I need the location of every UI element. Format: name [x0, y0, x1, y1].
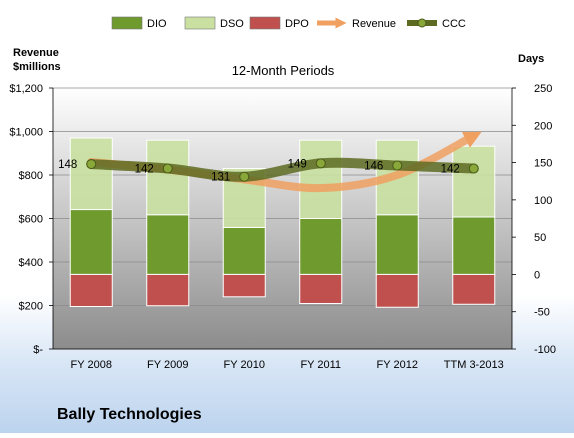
left-tick-label: $-	[33, 344, 43, 356]
left-tick-label: $600	[19, 214, 43, 226]
x-tick-label: FY 2008	[71, 359, 112, 371]
legend-swatch-dpo	[249, 16, 281, 30]
ccc-point	[392, 160, 403, 171]
bar-dpo	[452, 273, 496, 305]
x-tick-label: FY 2010	[224, 359, 265, 371]
x-tick-label: FY 2009	[147, 359, 188, 371]
bar-dso	[299, 139, 343, 219]
bar-dio	[146, 214, 190, 275]
left-tick-label: $200	[19, 301, 43, 313]
left-axis-title: Revenue	[13, 47, 59, 59]
bar-dpo	[69, 273, 113, 307]
legend-swatch-dso	[184, 16, 216, 30]
ccc-point	[239, 171, 250, 182]
bar-dio	[222, 226, 266, 275]
legend-label: CCC	[442, 18, 466, 30]
right-tick-label: 100	[534, 195, 552, 207]
bar-dio	[375, 214, 419, 275]
right-tick-label: 50	[534, 232, 546, 244]
right-tick-label: -100	[534, 344, 556, 356]
ccc-data-label: 142	[441, 164, 460, 176]
right-tick-label: 200	[534, 120, 552, 132]
legend-marker-ccc	[417, 18, 427, 28]
ccc-data-label: 146	[364, 161, 383, 173]
bar-dso	[146, 139, 190, 216]
ccc-line	[86, 157, 479, 182]
ccc-data-label: 142	[135, 164, 154, 176]
bar-dio	[299, 218, 343, 275]
left-tick-label: $800	[19, 170, 43, 182]
bar-dpo	[146, 273, 190, 307]
x-tick-label: TTM 3-2013	[444, 359, 504, 371]
left-tick-label: $400	[19, 257, 43, 269]
right-tick-label: 0	[534, 269, 540, 281]
ccc-point	[162, 163, 173, 174]
ccc-point	[468, 163, 479, 174]
bar-dpo	[299, 273, 343, 305]
right-axis-title: Days	[518, 53, 544, 65]
right-tick-label: 150	[534, 158, 552, 170]
ccc-data-label: 131	[211, 172, 230, 184]
bar-dpo	[375, 273, 419, 308]
ccc-data-label: 148	[58, 159, 77, 171]
bar-dio	[69, 209, 113, 275]
bar-dso	[452, 145, 496, 218]
legend-label: Revenue	[352, 18, 396, 30]
x-tick-label: FY 2012	[377, 359, 418, 371]
legend-label: DPO	[285, 18, 309, 30]
bar-dio	[452, 216, 496, 275]
legend-label: DSO	[220, 18, 244, 30]
right-tick-label: 250	[534, 83, 552, 95]
left-axis-title: $millions	[13, 61, 61, 73]
bar-dpo	[222, 273, 266, 298]
legend-label: DIO	[147, 18, 167, 30]
left-tick-label: $1,000	[9, 127, 43, 139]
ccc-point	[86, 159, 97, 170]
ccc-data-label: 149	[288, 158, 307, 170]
ccc-point	[315, 158, 326, 169]
right-tick-label: -50	[534, 307, 550, 319]
left-tick-label: $1,200	[9, 83, 43, 95]
x-tick-label: FY 2011	[300, 359, 341, 371]
bar-dso	[69, 137, 113, 211]
legend-swatch-dio	[111, 16, 143, 30]
chart-title: 12-Month Periods	[232, 63, 335, 78]
company-name: Bally Technologies	[57, 406, 202, 423]
